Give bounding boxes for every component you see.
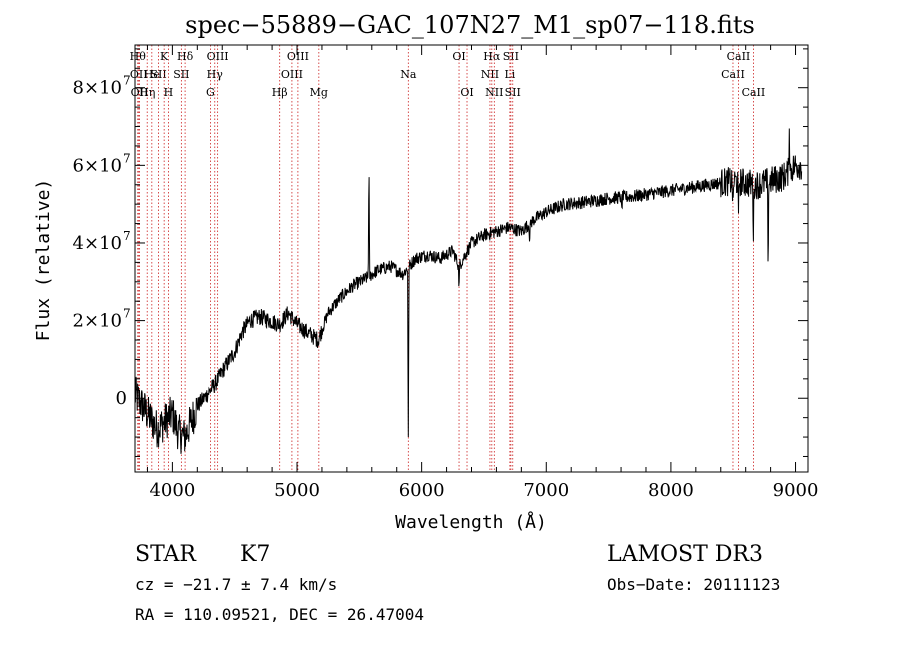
line-mark-label-11: Hγ — [207, 68, 224, 81]
line-mark-label-0: Hθ — [130, 50, 147, 63]
y-axis: 02×10 74×10 76×10 78×10 7 — [73, 48, 808, 457]
line-mark-label-14: OIII — [281, 68, 303, 81]
line-mark-label-26: CaII — [721, 68, 745, 81]
line-mark-label-28: CaII — [742, 86, 766, 99]
y-tick-exponent-1: 7 — [123, 307, 131, 321]
y-tick-label-4: 8×10 — [73, 78, 122, 99]
line-mark-label-7: H — [164, 86, 174, 99]
line-mark-label-16: Mg — [310, 86, 328, 99]
line-mark-label-18: OI — [452, 50, 465, 63]
object-subclass: K7 — [240, 542, 270, 567]
chart-title: spec−55889−GAC_107N27_M1_sp07−118.fits — [185, 11, 755, 39]
line-mark-label-3: Hη — [139, 86, 155, 99]
line-mark-label-13: Hβ — [272, 86, 288, 99]
line-mark-label-9: Hδ — [177, 50, 194, 63]
y-tick-label-0: 0 — [116, 388, 127, 409]
line-mark-label-21: Hα — [483, 50, 501, 63]
line-mark-label-23: Li — [504, 68, 515, 81]
x-axis: 4000 5000 6000 7000 8000 9000 — [146, 45, 819, 501]
line-mark-label-17: Na — [400, 68, 417, 81]
line-mark-label-24: SII — [503, 50, 519, 63]
y-tick-exponent-4: 7 — [123, 74, 131, 88]
redshift-cz: cz = −21.7 ± 7.4 km/s — [135, 575, 337, 594]
spectrum-line — [134, 128, 803, 454]
y-tick-label-3: 6×10 — [73, 155, 122, 176]
line-mark-label-1: OII — [130, 68, 148, 81]
y-axis-label: Flux (relative) — [33, 179, 54, 342]
y-tick-exponent-2: 7 — [123, 229, 131, 243]
y-tick-label-1: 2×10 — [73, 311, 122, 332]
line-mark-label-5: SII — [150, 68, 166, 81]
survey-name: LAMOST DR3 — [607, 542, 763, 567]
line-mark-label-8: SII — [173, 68, 189, 81]
line-mark-label-27: CaII — [727, 50, 751, 63]
plot-frame — [134, 44, 809, 473]
x-tick-label-1: 5000 — [274, 480, 320, 501]
line-mark-label-20: NII — [481, 68, 499, 81]
observation-date: Obs−Date: 20111123 — [607, 575, 780, 594]
line-mark-label-12: OIII — [207, 50, 229, 63]
line-mark-label-25: SII — [505, 86, 521, 99]
x-tick-label-0: 4000 — [149, 480, 195, 501]
y-tick-label-2: 4×10 — [73, 233, 122, 254]
object-class: STAR — [135, 542, 197, 567]
x-axis-label: Wavelength (Å) — [395, 511, 547, 533]
line-mark-label-19: OI — [460, 86, 473, 99]
line-marks: HθOIIOIIHηHeSIIKHSIIHδGHγOIIIHβOIIIOIIIM… — [130, 45, 766, 472]
line-mark-label-22: NII — [485, 86, 503, 99]
x-tick-label-3: 7000 — [523, 480, 569, 501]
line-mark-label-6: K — [160, 50, 169, 63]
line-mark-label-15: OIII — [287, 50, 309, 63]
line-mark-label-10: G — [206, 86, 215, 99]
x-tick-label-5: 9000 — [773, 480, 819, 501]
y-tick-exponent-3: 7 — [123, 151, 131, 165]
data-layer — [134, 128, 803, 454]
coordinates: RA = 110.09521, DEC = 26.47004 — [135, 605, 424, 624]
x-tick-label-2: 6000 — [399, 480, 445, 501]
x-tick-label-4: 8000 — [648, 480, 694, 501]
line-mark-label-4: He — [144, 68, 160, 81]
